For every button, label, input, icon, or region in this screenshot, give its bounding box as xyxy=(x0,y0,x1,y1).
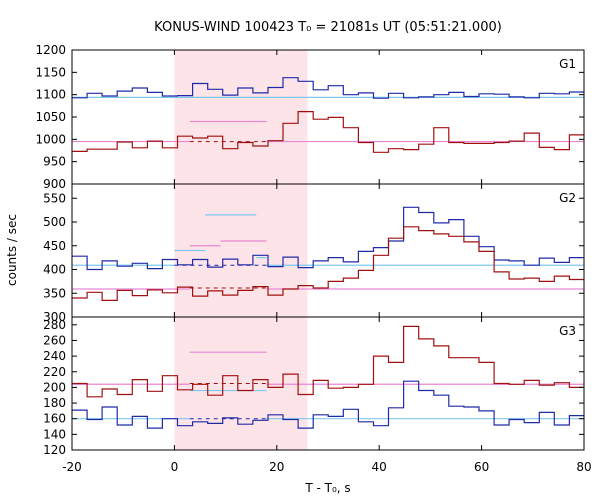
y-tick-label: 1200 xyxy=(35,43,66,57)
panel-label: G3 xyxy=(559,324,576,338)
panel-label: G2 xyxy=(559,191,576,205)
panel-g1: 900 950 1000 1050 1100 1150 1200 G1 xyxy=(35,43,585,191)
blue-histogram xyxy=(72,380,584,429)
y-tick-label: 1150 xyxy=(35,65,66,79)
y-tick-label: 220 xyxy=(43,365,66,379)
y-tick-label: 500 xyxy=(43,215,66,229)
dark-histogram xyxy=(72,226,584,301)
y-tick-label: 120 xyxy=(43,443,66,457)
blue-histogram xyxy=(72,77,584,99)
y-axis-label: counts / sec xyxy=(5,214,19,286)
x-tick-label: 60 xyxy=(474,460,489,474)
y-tick-label: 140 xyxy=(43,427,66,441)
y-tick-label: 300 xyxy=(43,310,66,324)
y-tick-label: 180 xyxy=(43,396,66,410)
y-tick-label: 900 xyxy=(43,177,66,191)
y-tick-label: 400 xyxy=(43,263,66,277)
dark-histogram xyxy=(72,325,584,398)
chart-title: KONUS-WIND 100423 T₀ = 21081s UT (05:51:… xyxy=(154,20,502,35)
x-tick-label: 80 xyxy=(576,460,591,474)
x-tick-label: 0 xyxy=(171,460,179,474)
y-tick-label: 260 xyxy=(43,333,66,347)
y-tick-label: 350 xyxy=(43,286,66,300)
panel-g2: 300 350 400 450 500 550 G2 xyxy=(43,183,585,324)
y-tick-label: 450 xyxy=(43,239,66,253)
y-tick-label: 950 xyxy=(43,155,66,169)
x-axis-label: T - T₀, s xyxy=(304,481,350,495)
dark-histogram xyxy=(72,111,584,153)
y-tick-label: 160 xyxy=(43,412,66,426)
panel-frame xyxy=(71,183,585,318)
y-tick-label: 550 xyxy=(43,191,66,205)
x-tick-label: 40 xyxy=(372,460,387,474)
shaded-interval xyxy=(174,50,308,184)
y-tick-label: 1000 xyxy=(35,132,66,146)
blue-histogram xyxy=(72,206,584,271)
y-tick-label: 240 xyxy=(43,349,66,363)
panel-data xyxy=(72,206,584,301)
panel-data xyxy=(72,77,584,153)
x-tick-label: 20 xyxy=(269,460,284,474)
x-tick-label: -20 xyxy=(62,460,82,474)
panel-data xyxy=(72,325,584,429)
panel-frame xyxy=(71,316,585,451)
y-tick-label: 1100 xyxy=(35,88,66,102)
y-tick-label: 1050 xyxy=(35,110,66,124)
y-tick-label: 280 xyxy=(43,318,66,332)
chart-panels: 90095010001050110011501200G1300350400450… xyxy=(35,43,591,474)
y-tick-label: 200 xyxy=(43,380,66,394)
panel-label: G1 xyxy=(559,57,576,71)
